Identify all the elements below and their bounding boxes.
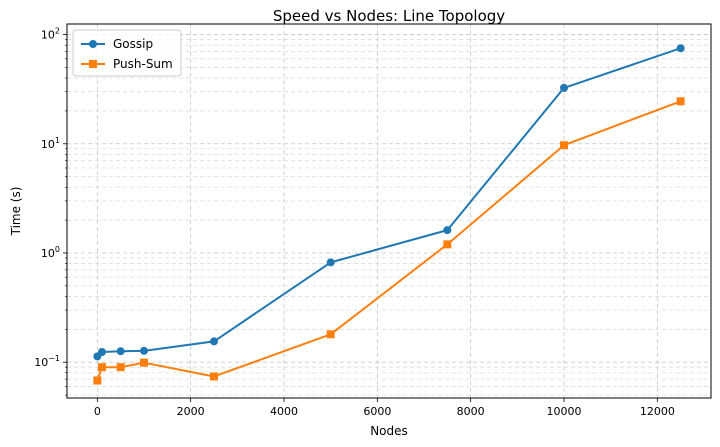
push-sum-series-line: [96, 100, 682, 381]
push-sum-point: [116, 363, 125, 372]
gossip-point: [98, 347, 106, 356]
push-sum-point: [560, 141, 568, 150]
y-tick-label: 102: [41, 27, 60, 42]
gossip-point: [116, 347, 125, 356]
gossip-point: [443, 226, 452, 235]
gossip-point: [140, 346, 148, 355]
gossip-point: [326, 258, 335, 267]
x-tick-label: 8000: [457, 405, 485, 418]
push-sum-point: [326, 330, 335, 339]
x-tick-label: 10000: [547, 405, 582, 418]
legend: Gossip Push-Sum: [72, 29, 182, 77]
legend-label-gossip: Gossip: [113, 37, 153, 51]
gossip-point: [676, 44, 685, 53]
x-tick-label: 12000: [640, 405, 675, 418]
x-tick-label: 6000: [363, 405, 391, 418]
x-tick-label: 2000: [177, 405, 205, 418]
x-axis-label: Nodes: [370, 424, 408, 438]
legend-label-push-sum: Push-Sum: [113, 57, 173, 71]
push-sum-point: [443, 240, 452, 249]
series-layer: [93, 44, 685, 385]
gossip-point: [560, 83, 568, 92]
x-tick-label: 0: [94, 405, 101, 418]
axis-ticks: 10−1 100 101 102 0 2000 4000 6000 8000 10000 12000: [34, 27, 675, 418]
gossip-point: [210, 337, 218, 346]
y-tick-label: 10−1: [34, 354, 60, 369]
push-sum-point: [140, 358, 148, 367]
push-sum-point: [93, 376, 102, 385]
y-axis-label: Time (s): [9, 187, 23, 237]
chart-title: Speed vs Nodes: Line Topology: [273, 7, 505, 25]
x-tick-label: 4000: [270, 405, 298, 418]
plot-frame: [66, 23, 712, 399]
push-sum-point: [676, 97, 685, 106]
legend-marker-gossip: [89, 40, 97, 48]
y-tick-label: 101: [41, 136, 60, 151]
push-sum-point: [210, 372, 218, 381]
legend-marker-push-sum: [89, 60, 97, 68]
y-tick-label: 100: [41, 245, 60, 260]
push-sum-point: [98, 363, 106, 372]
grid: [67, 24, 711, 398]
